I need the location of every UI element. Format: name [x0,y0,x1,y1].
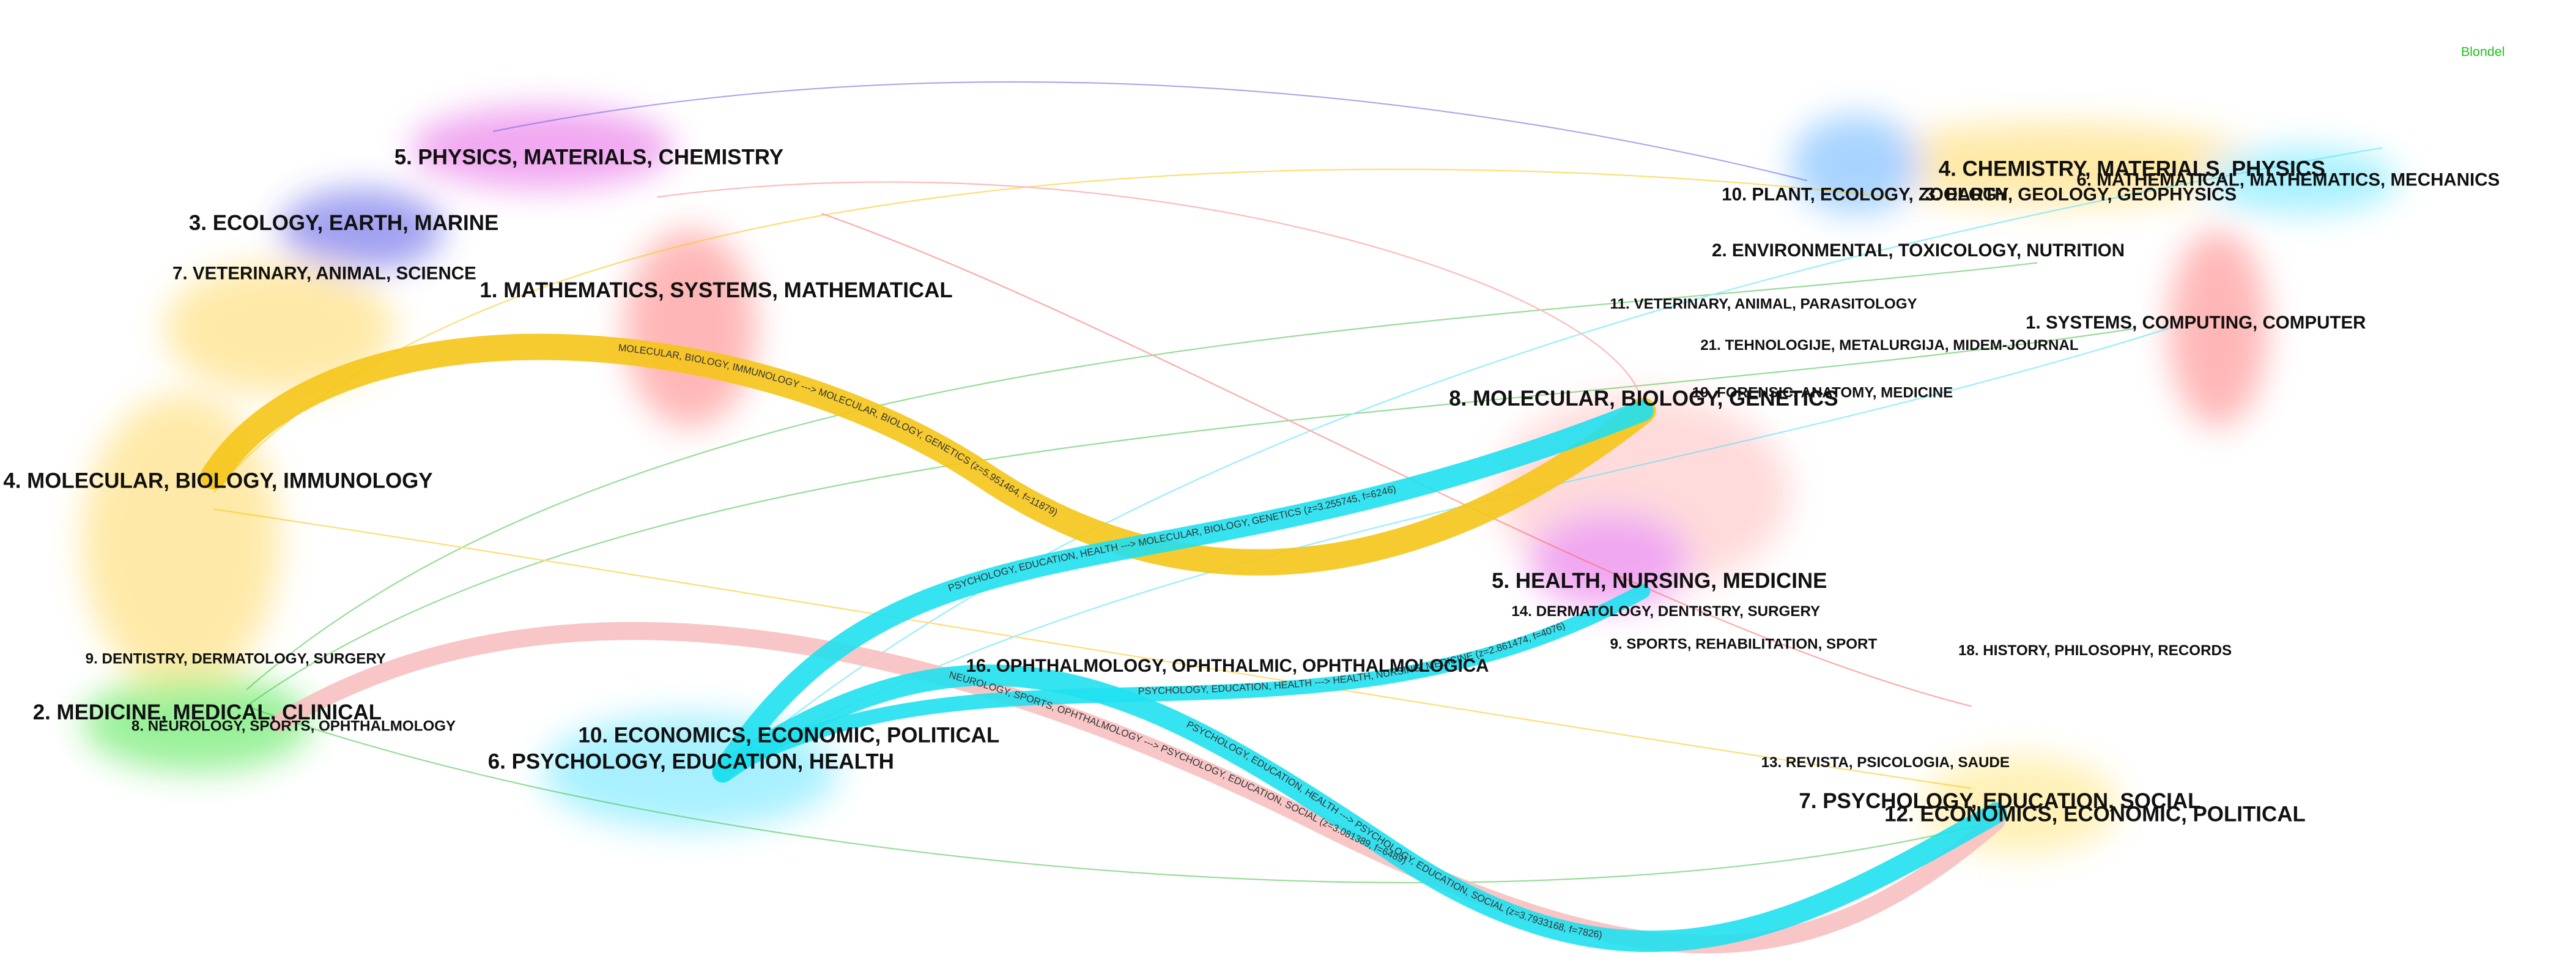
cluster-label: 1. MATHEMATICS, SYSTEMS, MATHEMATICAL [479,278,952,302]
cluster-label: 12. ECONOMICS, ECONOMIC, POLITICAL [1884,802,2306,826]
cluster-label: 4. CHEMISTRY, MATERIALS, PHYSICS [1939,157,2325,180]
cluster-label: 16. OPHTHALMOLOGY, OPHTHALMIC, OPHTHALMO… [966,656,1489,676]
right-labels: 4. CHEMISTRY, MATERIALS, PHYSICS 6. MATH… [1449,157,2500,826]
cluster-label: 4. MOLECULAR, BIOLOGY, IMMUNOLOGY [3,469,432,492]
cluster-label: 6. MATHEMATICAL, MATHEMATICS, MECHANICS [2076,169,2500,190]
cluster-label: 13. REVISTA, PSICOLOGIA, SAUDE [1761,754,2010,771]
left-labels: 5. PHYSICS, MATERIALS, CHEMISTRY 3. ECOL… [3,145,1489,773]
cluster-label: 3. ECOLOGY, EARTH, MARINE [189,211,498,235]
cluster-label: 7. VETERINARY, ANIMAL, SCIENCE [172,263,476,283]
cluster-label: 10. ECONOMICS, ECONOMIC, POLITICAL [579,724,1000,748]
cluster-label: 18. HISTORY, PHILOSOPHY, RECORDS [1958,642,2232,659]
cluster-label: 11. VETERINARY, ANIMAL, PARASITOLOGY [1610,296,1917,313]
cluster-label: 21. TEHNOLOGIJE, METALURGIJA, MIDEM-JOUR… [1700,337,2079,354]
cluster-label: 5. HEALTH, NURSING, MEDICINE [1492,569,1827,593]
cluster-label: 2. ENVIRONMENTAL, TOXICOLOGY, NUTRITION [1712,240,2125,261]
cluster-label: 3. EARTH, GEOLOGY, GEOPHYSICS [1925,185,2237,205]
cluster-label: 14. DERMATOLOGY, DENTISTRY, SURGERY [1511,603,1820,620]
cluster-label: 19. FORENSIC, ANATOMY, MEDICINE [1692,385,1953,401]
cluster-label: 8. MOLECULAR, BIOLOGY, GENETICS [1449,387,1838,410]
cluster-label: 1. SYSTEMS, COMPUTING, COMPUTER [2026,313,2366,333]
cluster-label: 10. PLANT, ECOLOGY, ZOOLOGY [1722,185,2009,205]
legend-label: Blondel [2461,44,2505,59]
cluster-label: 7. PSYCHOLOGY, EDUCATION, SOCIAL [1799,789,2200,813]
thin-links [213,81,2383,883]
cluster-label: 9. SPORTS, REHABILITATION, SPORT [1610,636,1878,652]
cluster-label: 8. NEUROLOGY, SPORTS, OPHTHALMOLOGY [131,718,456,735]
cluster-clouds [82,106,2399,855]
cluster-label: 2. MEDICINE, MEDICAL, CLINICAL [33,700,382,724]
cluster-label: 5. PHYSICS, MATERIALS, CHEMISTRY [394,145,783,169]
cluster-label: 9. DENTISTRY, DERMATOLOGY, SURGERY [86,651,386,667]
cluster-label: 6. PSYCHOLOGY, EDUCATION, HEALTH [488,749,894,773]
